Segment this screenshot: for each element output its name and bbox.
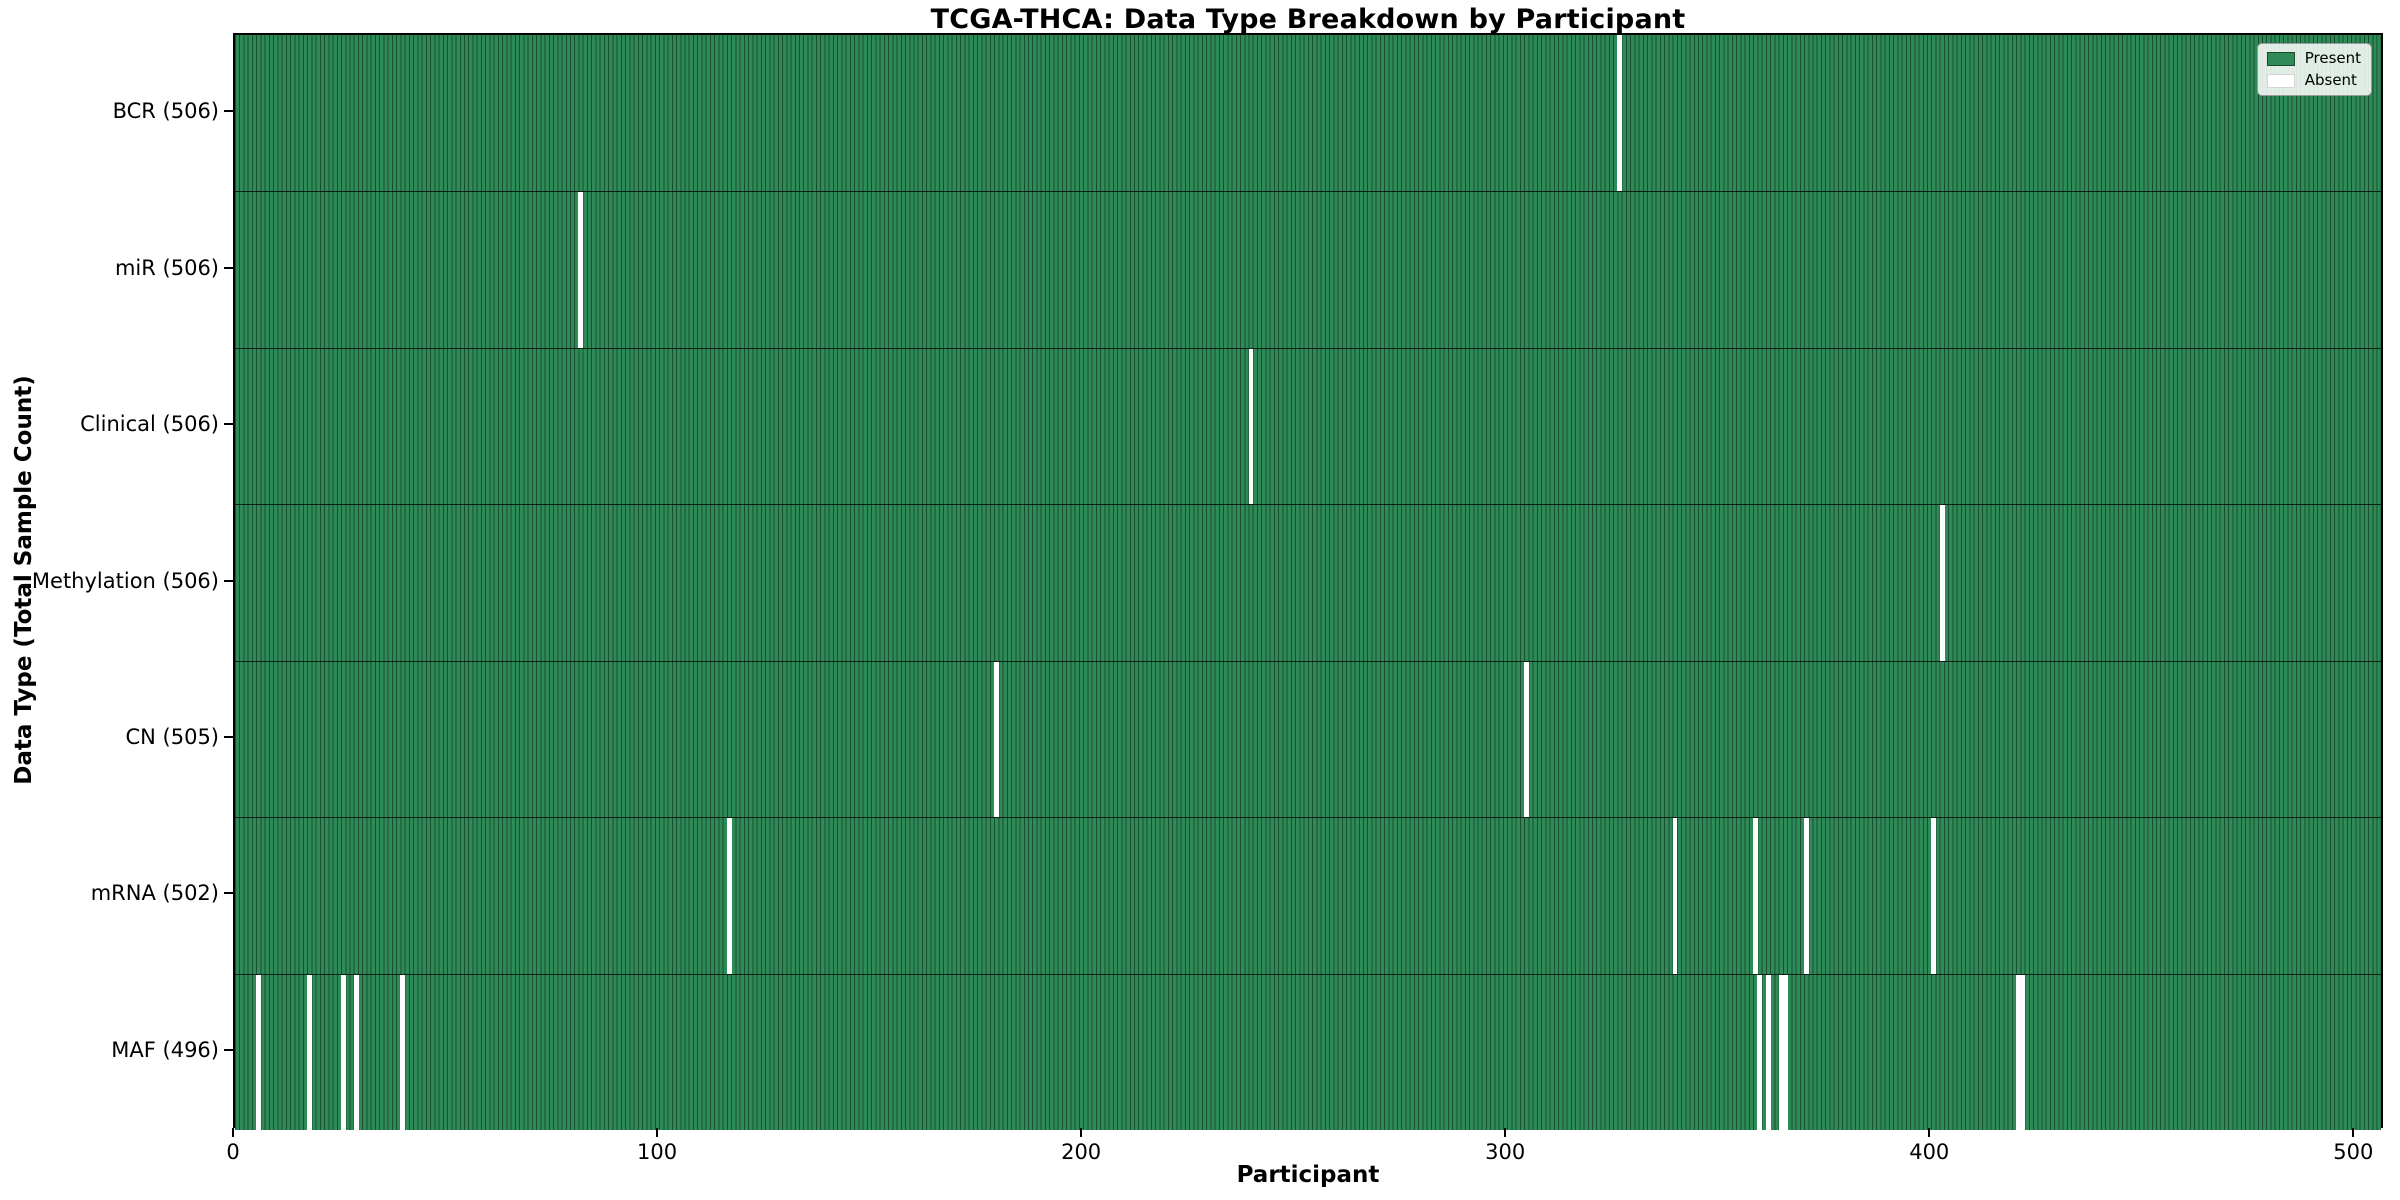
absent-gap [1757, 974, 1763, 1130]
y-tick-mark [224, 423, 233, 426]
absent-gap [353, 974, 359, 1130]
x-tick-mark [232, 1128, 234, 1137]
y-tick-mark [224, 735, 233, 738]
absent-gap [1524, 661, 1529, 818]
y-tick-mark [224, 266, 233, 269]
absent-gap [726, 818, 732, 974]
legend-entry-absent: Absent [2266, 71, 2361, 89]
y-tick-label: BCR (506) [112, 99, 219, 124]
x-tick-mark [656, 1128, 659, 1137]
absent-gap [341, 974, 346, 1130]
x-tick-mark [2352, 1128, 2355, 1137]
absent-gap [1782, 974, 1788, 1130]
x-tick-label: 500 [2333, 1140, 2374, 1164]
absent-gap [1778, 974, 1784, 1130]
present-swatch-icon [2266, 51, 2295, 66]
absent-gap [1804, 818, 1809, 974]
y-tick-label: Methylation (506) [31, 568, 219, 593]
y-tick-label: MAF (496) [111, 1037, 219, 1062]
absent-gap [994, 661, 999, 818]
data-row-cn [235, 660, 2381, 818]
absent-gap [1753, 818, 1758, 974]
plot-area: Present Absent [233, 33, 2383, 1130]
absent-gap [2016, 974, 2021, 1130]
data-row-clinical [235, 347, 2381, 505]
x-tick-label: 0 [226, 1140, 240, 1164]
absent-gap [1248, 348, 1254, 505]
absent-gap [2020, 974, 2026, 1130]
legend-label-present: Present [2304, 49, 2361, 67]
data-row-bcr [235, 35, 2381, 192]
absent-gap [307, 974, 312, 1130]
y-tick-mark [224, 892, 233, 895]
y-tick-label: miR (506) [114, 255, 219, 280]
x-tick-mark [1928, 1128, 1931, 1137]
absent-gap [256, 974, 262, 1130]
absent-gap [400, 974, 406, 1130]
chart-title: TCGA-THCA: Data Type Breakdown by Partic… [930, 4, 1686, 35]
y-tick-label: CN (505) [125, 724, 219, 749]
data-row-maf [235, 973, 2381, 1130]
y-tick-label: mRNA (502) [90, 881, 219, 906]
x-tick-label: 100 [637, 1140, 678, 1164]
legend-label-absent: Absent [2304, 71, 2357, 89]
absent-gap [1617, 35, 1623, 192]
absent-swatch-icon [2266, 73, 2295, 88]
absent-gap [1765, 974, 1771, 1130]
data-row-methylation [235, 504, 2381, 661]
data-row-mrna [235, 817, 2381, 974]
y-tick-label: Clinical (506) [80, 412, 219, 437]
y-tick-mark [224, 579, 233, 582]
absent-gap [1931, 818, 1937, 974]
x-axis-label: Participant [1236, 1162, 1380, 1188]
legend-entry-present: Present [2266, 49, 2361, 67]
x-tick-label: 200 [1061, 1140, 1102, 1164]
y-tick-mark [224, 1048, 233, 1051]
absent-gap [1672, 818, 1678, 974]
legend: Present Absent [2256, 43, 2372, 96]
data-row-mir [235, 191, 2381, 348]
y-tick-mark [224, 110, 233, 113]
absent-gap [578, 192, 584, 348]
x-tick-mark [1080, 1128, 1083, 1137]
x-tick-label: 400 [1909, 1140, 1950, 1164]
x-tick-label: 300 [1485, 1140, 1526, 1164]
absent-gap [1939, 505, 1945, 661]
x-tick-mark [1504, 1128, 1507, 1137]
